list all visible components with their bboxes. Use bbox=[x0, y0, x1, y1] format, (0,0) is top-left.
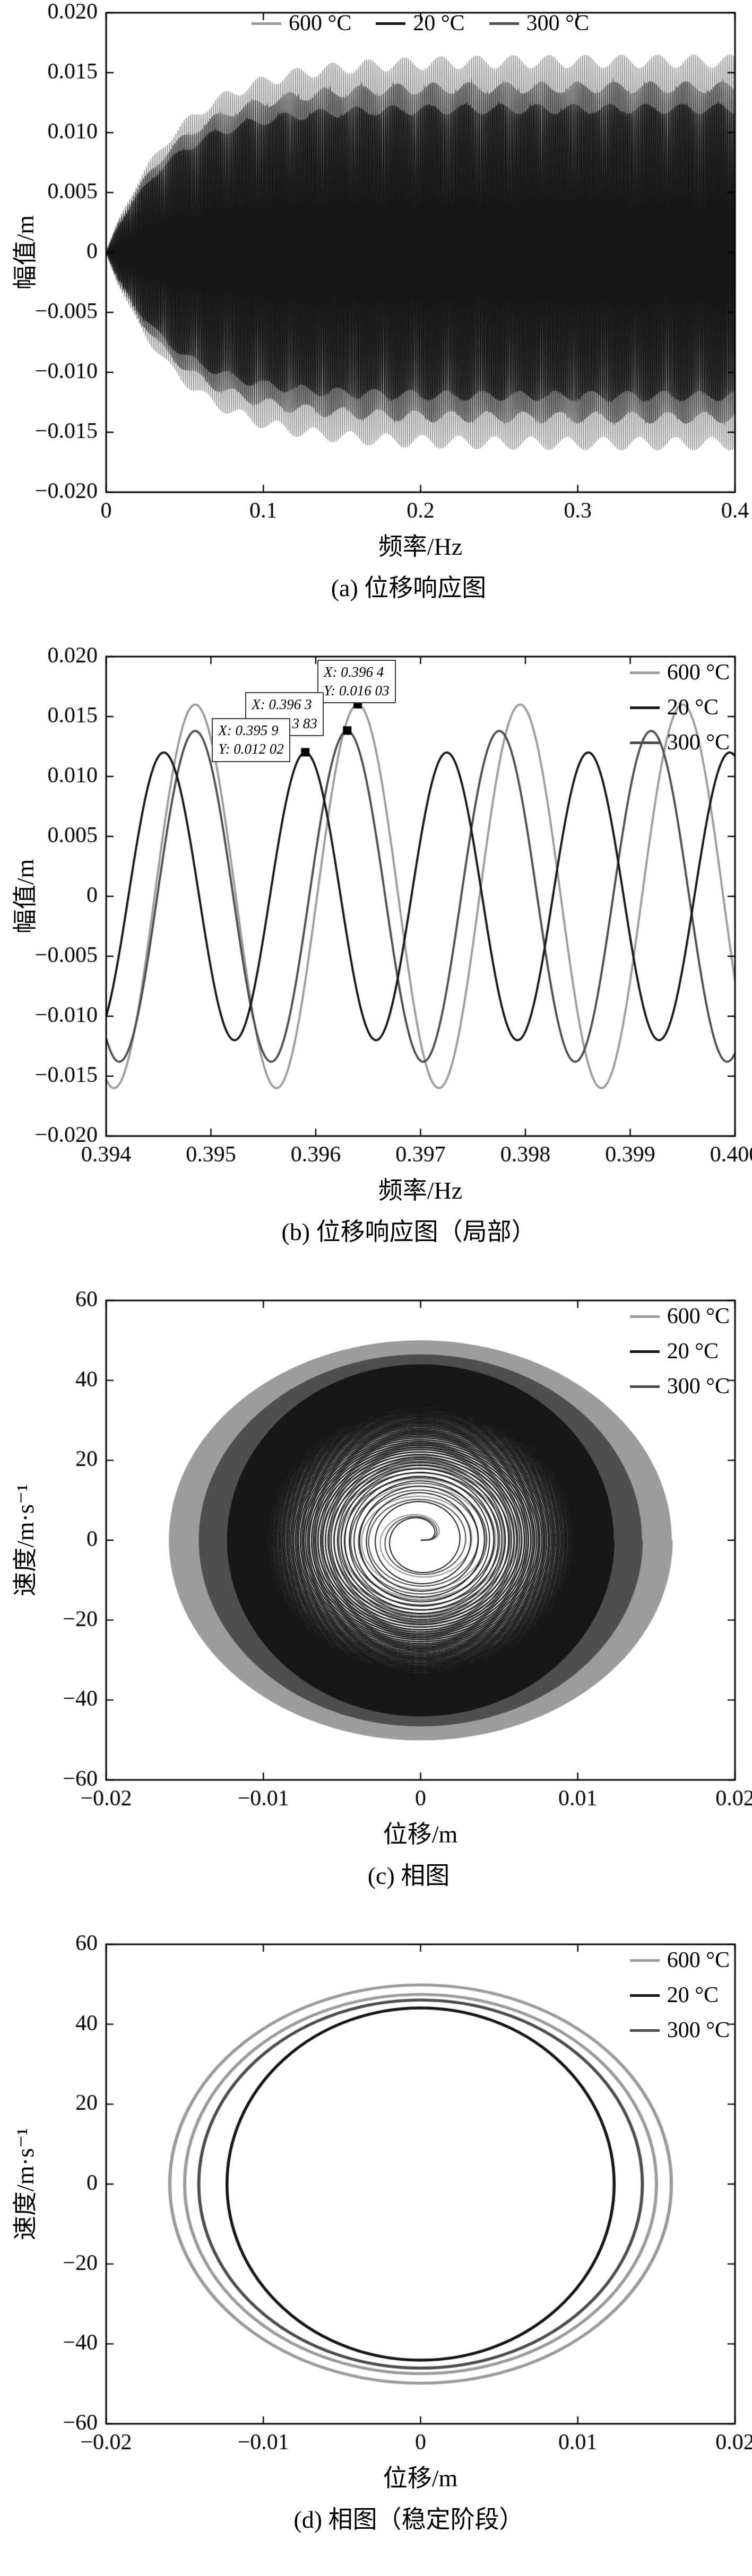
y-axis-label-a: 幅值/m bbox=[12, 215, 39, 290]
legend-label-300: 300 °C bbox=[526, 11, 589, 36]
legend-swatch-300 bbox=[629, 1385, 660, 1388]
legend-item-20: 20 °C bbox=[376, 11, 465, 36]
legend-swatch-600 bbox=[629, 671, 660, 674]
plot-canvas-b bbox=[0, 644, 752, 1174]
x-axis-label-b: 频率/Hz bbox=[378, 1177, 463, 1204]
plot-canvas-c bbox=[0, 1288, 752, 1818]
legend-label-20: 20 °C bbox=[667, 695, 719, 720]
legend-label-600: 600 °C bbox=[667, 1304, 730, 1329]
legend-item-600: 600 °C bbox=[252, 11, 351, 36]
legend-swatch-600 bbox=[629, 1959, 660, 1962]
legend-item-20: 20 °C bbox=[629, 695, 719, 720]
datatip-1: X: 0.396 4 Y: 0.016 03 bbox=[317, 659, 396, 703]
datatip-x-value: X: 0.396 3 bbox=[252, 696, 312, 713]
caption-a: (a) 位移响应图 bbox=[331, 574, 487, 601]
legend-label-300: 300 °C bbox=[667, 1374, 730, 1399]
legend-label-20: 20 °C bbox=[413, 11, 465, 36]
plot-canvas-d bbox=[0, 1932, 752, 2462]
legend-b: 600 °C 20 °C 300 °C bbox=[629, 660, 730, 755]
legend-c: 600 °C 20 °C 300 °C bbox=[629, 1304, 730, 1399]
legend-swatch-20 bbox=[376, 22, 406, 25]
legend-item-600: 600 °C bbox=[629, 1304, 730, 1329]
plot-canvas-a bbox=[0, 0, 752, 530]
legend-swatch-600 bbox=[252, 22, 282, 25]
legend-swatch-600 bbox=[629, 1315, 660, 1318]
datatip-y-value: Y: 0.016 03 bbox=[324, 682, 390, 698]
y-axis-label-c: 速度/m·s⁻¹ bbox=[12, 1484, 39, 1596]
caption-c: (c) 相图 bbox=[367, 1862, 450, 1889]
datatip-x-value: X: 0.396 4 bbox=[324, 663, 384, 680]
legend-label-20: 20 °C bbox=[667, 1983, 719, 2007]
legend-item-20: 20 °C bbox=[629, 1983, 719, 2008]
legend-swatch-20 bbox=[629, 706, 660, 709]
datatip-x-value: X: 0.395 9 bbox=[218, 722, 279, 739]
legend-item-300: 300 °C bbox=[629, 2018, 730, 2043]
legend-swatch-20 bbox=[629, 1350, 660, 1353]
legend-label-20: 20 °C bbox=[667, 1339, 719, 1364]
datatip-y-value: Y: 0.012 02 bbox=[218, 741, 284, 757]
legend-label-600: 600 °C bbox=[667, 1948, 730, 1972]
legend-swatch-20 bbox=[629, 1994, 660, 1997]
panel-a: 幅值/m 600 °C 20 °C 300 °C 频率/Hz (a) 位移响应图 bbox=[0, 0, 752, 644]
x-axis-label-d: 位移/m bbox=[383, 2465, 458, 2492]
legend-swatch-300 bbox=[629, 741, 660, 744]
caption-b: (b) 位移响应图（局部） bbox=[281, 1218, 536, 1245]
x-axis-label-c: 位移/m bbox=[383, 1821, 458, 1848]
legend-item-300: 300 °C bbox=[629, 730, 730, 755]
legend-item-600: 600 °C bbox=[629, 660, 730, 685]
legend-item-20: 20 °C bbox=[629, 1339, 719, 1364]
legend-d: 600 °C 20 °C 300 °C bbox=[629, 1948, 730, 2043]
legend-swatch-300 bbox=[489, 22, 519, 25]
legend-label-600: 600 °C bbox=[667, 660, 730, 685]
panel-b: 幅值/m 600 °C 20 °C 300 °C X: 0.396 4 Y: 0… bbox=[0, 644, 752, 1288]
y-axis-label-b: 幅值/m bbox=[12, 859, 39, 934]
datatip-3: X: 0.395 9 Y: 0.012 02 bbox=[212, 718, 290, 762]
legend-item-300: 300 °C bbox=[489, 11, 589, 36]
legend-item-300: 300 °C bbox=[629, 1374, 730, 1399]
legend-label-300: 300 °C bbox=[667, 730, 730, 755]
y-axis-label-d: 速度/m·s⁻¹ bbox=[12, 2128, 39, 2240]
legend-item-600: 600 °C bbox=[629, 1948, 730, 1973]
legend-label-600: 600 °C bbox=[289, 11, 352, 36]
panel-d: 速度/m·s⁻¹ 600 °C 20 °C 300 °C 位移/m (d) 相图… bbox=[0, 1932, 752, 2575]
x-axis-label-a: 频率/Hz bbox=[378, 533, 463, 560]
legend-a: 600 °C 20 °C 300 °C bbox=[252, 11, 589, 36]
legend-swatch-300 bbox=[629, 2029, 660, 2032]
panel-c: 速度/m·s⁻¹ 600 °C 20 °C 300 °C 位移/m (c) 相图 bbox=[0, 1288, 752, 1932]
legend-label-300: 300 °C bbox=[667, 2018, 730, 2042]
caption-d: (d) 相图（稳定阶段） bbox=[293, 2506, 524, 2533]
